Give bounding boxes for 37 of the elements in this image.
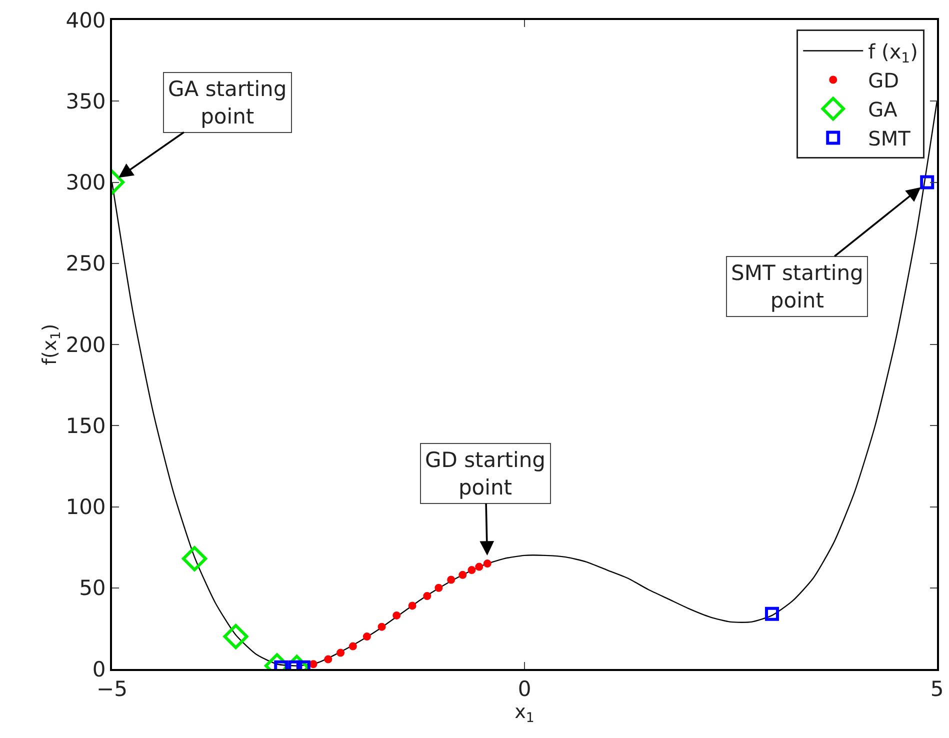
y-tick-label: 300 — [66, 170, 106, 195]
point — [336, 648, 345, 657]
point — [408, 602, 416, 610]
point — [223, 624, 248, 650]
point — [423, 592, 432, 600]
x-tick-label: 5 — [930, 677, 944, 702]
y-tick-label: 50 — [79, 576, 106, 600]
point — [475, 562, 484, 571]
point — [392, 611, 401, 620]
y-tick-label: 200 — [66, 332, 106, 357]
point — [468, 566, 476, 574]
annotation: SMT starting point — [731, 261, 864, 312]
annotation: GD starting point — [425, 448, 546, 500]
legend-label: f (x$_{1}$) — [868, 40, 918, 67]
point — [434, 584, 443, 592]
x-axis-title: x$_{1}$ — [514, 701, 534, 726]
point — [362, 632, 371, 641]
y-tick-label: 100 — [66, 495, 106, 520]
point — [483, 560, 492, 568]
point — [458, 570, 467, 579]
point — [447, 576, 456, 584]
point — [378, 622, 386, 631]
point — [920, 175, 934, 190]
legend-label: GA — [868, 98, 898, 122]
y-tick-label: 400 — [66, 8, 106, 32]
y-tick-label: 150 — [66, 414, 106, 438]
point — [309, 660, 318, 668]
y-tick-label: 250 — [66, 252, 106, 276]
annotation: GA starting point — [168, 77, 287, 128]
x-tick-label: 0 — [518, 677, 532, 702]
point — [182, 546, 208, 572]
point — [348, 642, 357, 650]
y-tick-label: 350 — [66, 89, 106, 114]
point — [765, 606, 779, 621]
legend-label: SMT — [868, 126, 912, 151]
point — [324, 655, 332, 664]
legend-label: GD — [868, 68, 900, 93]
